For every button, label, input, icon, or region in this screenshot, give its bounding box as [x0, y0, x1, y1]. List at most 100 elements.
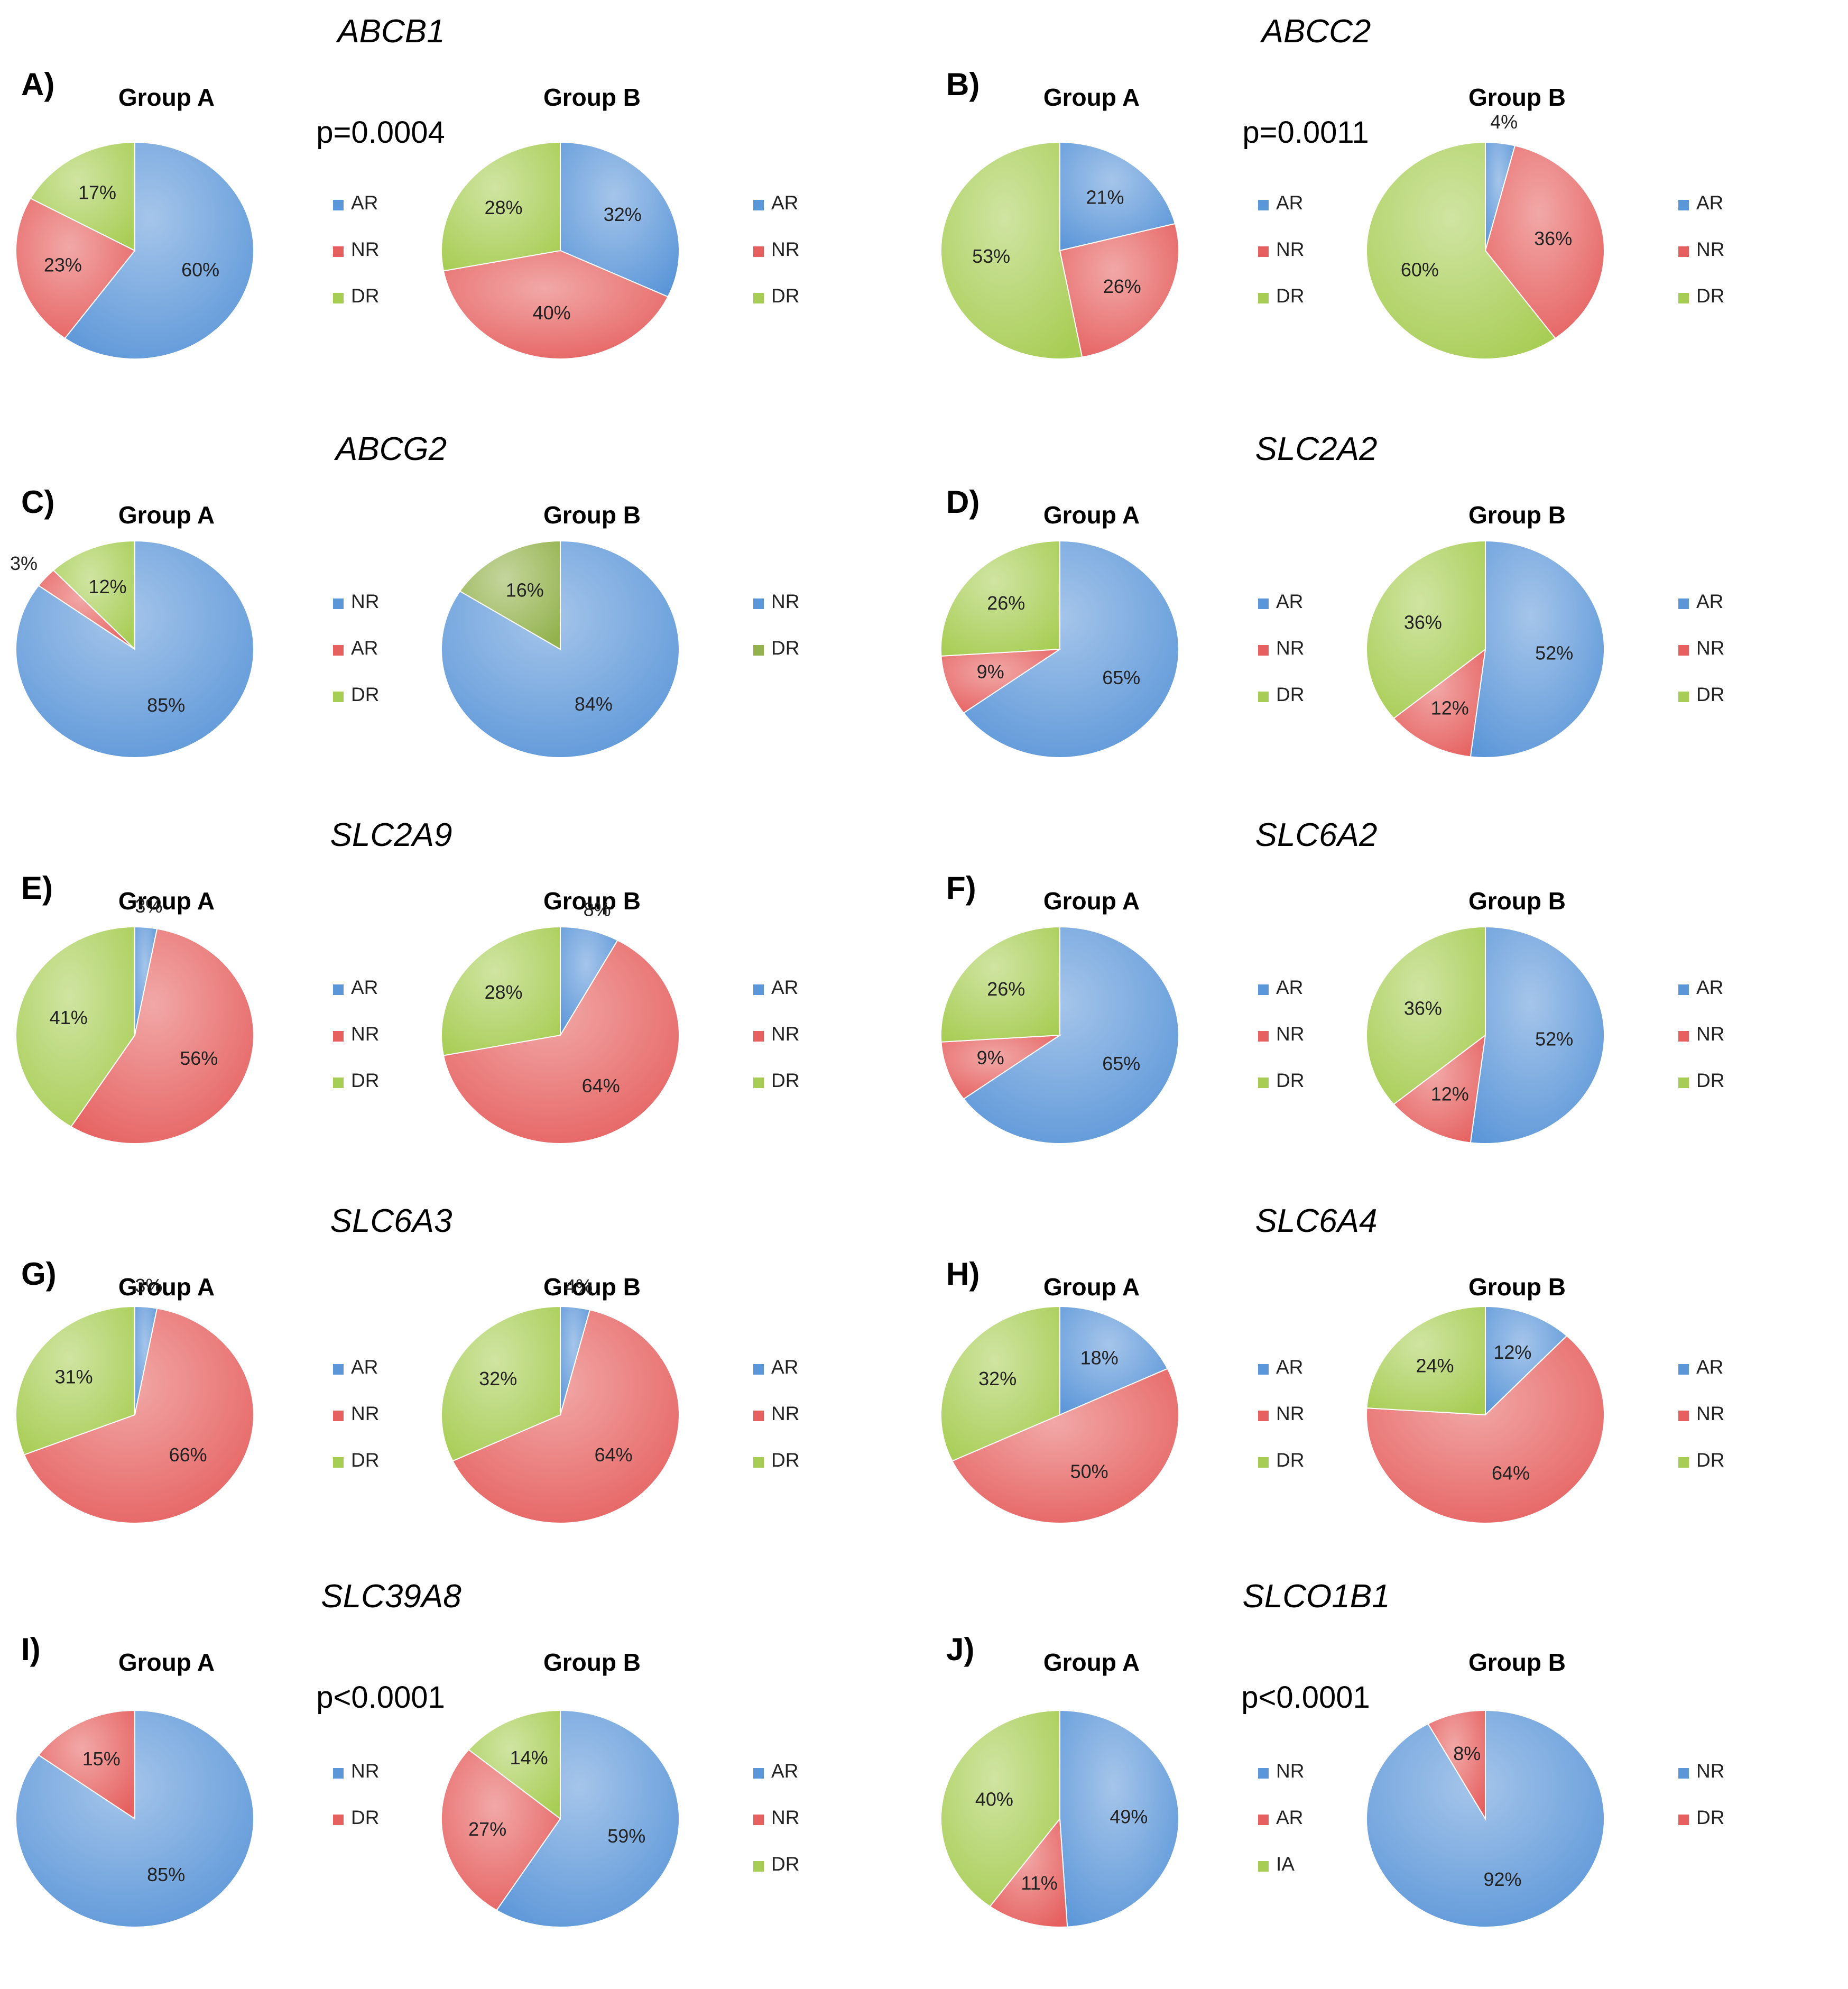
pie-chart-group-a: Group A 65% 9% 26% AR NR DR [940, 501, 1304, 758]
group-title: Group A [118, 887, 215, 915]
group-title: Group A [118, 1273, 215, 1301]
legend-swatch-dr [753, 1861, 764, 1872]
pie-slice-nr [940, 1034, 1062, 1100]
legend-swatch-nr [753, 1815, 764, 1825]
legend-swatch-ar [333, 200, 344, 210]
pie-slice-dr [441, 1305, 561, 1462]
slice-label: 66% [169, 1444, 207, 1466]
slice-label: 28% [484, 981, 522, 1003]
pie-slice-ar [963, 926, 1179, 1144]
legend-swatch-nr [1678, 246, 1689, 257]
legend-swatch-ar [753, 1768, 764, 1779]
pie-slice-nr [70, 928, 254, 1144]
legend-label-ar: AR [351, 637, 378, 659]
legend-label-dr: DR [1276, 285, 1304, 307]
legend-label-dr: DR [351, 684, 379, 705]
panel-letter: A) [21, 67, 54, 102]
panel-letter: B) [946, 67, 980, 102]
pie-slice-dr [1427, 1709, 1486, 1821]
group-title: Group B [1468, 501, 1566, 529]
legend-swatch-dr [753, 1457, 764, 1468]
legend-label-ar: AR [1276, 977, 1303, 998]
pie-slice-nr [1059, 223, 1179, 358]
legend-label-ar: AR [351, 1356, 378, 1378]
pie-slice-ar [1470, 926, 1605, 1144]
pie-slice-dr [15, 1305, 135, 1456]
slice-label: 4% [565, 1275, 593, 1297]
slice-label: 64% [595, 1444, 633, 1466]
legend-swatch-dr [333, 293, 344, 303]
pie-slice-nr [442, 940, 680, 1145]
legend-label-dr: DR [771, 1853, 799, 1875]
legend-label-nr: NR [1276, 1023, 1304, 1045]
slice-label: 65% [1102, 667, 1140, 688]
slice-label: 59% [607, 1825, 645, 1847]
legend-label-ar: AR [1276, 1356, 1303, 1378]
pie-slice-dr [1366, 141, 1556, 360]
legend-swatch-dr [1258, 1078, 1269, 1088]
legend-swatch-nr [1678, 1411, 1689, 1421]
group-title: Group B [1468, 887, 1566, 915]
legend-swatch-nr [1258, 246, 1269, 257]
legend-swatch-dr [333, 1457, 344, 1468]
pie-slice-ar [495, 1709, 680, 1928]
legend-swatch-dr [1678, 293, 1689, 303]
legend-swatch-nr [753, 598, 764, 609]
group-title: Group A [1043, 501, 1140, 529]
panel-slc6a3: SLC6A3 G) Group A3% 66% 31% AR NR DR Group B4% 64… [15, 1203, 799, 1524]
gene-title: SLC2A9 [330, 817, 452, 853]
pie-slice-nr [1484, 145, 1605, 339]
legend-swatch-ar [1258, 1364, 1269, 1375]
legend-swatch-nr [1678, 1031, 1689, 1042]
legend-swatch-nr [333, 598, 344, 609]
legend-label-nr: NR [1276, 1760, 1304, 1782]
slice-label: 64% [582, 1075, 620, 1097]
pie-chart-group-a: Group A 49% 11% 40% NR AR IA [940, 1649, 1304, 1928]
pie-slice-dr [38, 1709, 135, 1820]
legend-label-dr: DR [351, 1449, 379, 1471]
pie-chart-group-a: Group A 21% 26% 53% AR NR DR [940, 84, 1304, 360]
panel-slc6a4: SLC6A4 H) Group A 18% 50% 32% AR NR DR Group B 12%… [940, 1203, 1724, 1524]
legend-label-ar: AR [771, 1356, 798, 1378]
pie-slice-dr [940, 141, 1083, 360]
pie-slice-dr [30, 141, 135, 252]
pie-chart-group-a: Group A 85% 15% NR DR [15, 1649, 379, 1928]
slice-label: 36% [1404, 997, 1442, 1019]
slice-label: 9% [977, 661, 1004, 683]
pie-slice-nr [940, 648, 1062, 714]
group-title: Group A [118, 1649, 215, 1676]
legend-label-nr: NR [1696, 637, 1724, 659]
legend-label-dr: DR [771, 285, 799, 307]
pie-slice-nr [452, 1309, 680, 1524]
pie-chart-group-b: Group B 92% 8% NR DR [1366, 1649, 1724, 1928]
pie-slice-dr [1366, 540, 1486, 720]
slice-label: 15% [82, 1748, 121, 1770]
legend-swatch-nr [1678, 1768, 1689, 1779]
slice-label: 26% [987, 592, 1025, 614]
gene-title: SLC6A2 [1255, 817, 1378, 853]
legend-swatch-nr [753, 1031, 764, 1042]
slice-label: 12% [1431, 697, 1469, 719]
slice-label: 12% [89, 576, 127, 597]
legend-label-ar: AR [771, 192, 798, 214]
slice-label: 49% [1110, 1806, 1148, 1827]
slice-label: 85% [147, 1864, 185, 1885]
group-title: Group A [1043, 1273, 1140, 1301]
legend-swatch-dr [753, 293, 764, 303]
legend-label-dr: DR [351, 1070, 379, 1091]
gene-title: ABCB1 [335, 13, 445, 50]
slice-label: 3% [135, 1275, 162, 1296]
legend-swatch-ar [333, 645, 344, 656]
pie-slice-nr [951, 1368, 1180, 1524]
p-value: p=0.0004 [316, 115, 445, 150]
group-title: Group B [543, 84, 641, 111]
pie-chart-group-b: Group B8% 64% 28% AR NR DR [441, 887, 799, 1145]
group-title: Group B [1468, 84, 1566, 111]
legend-label-dr: DR [1276, 1449, 1304, 1471]
slice-label: 11% [1021, 1872, 1057, 1894]
panel-letter: H) [946, 1256, 980, 1292]
gene-title: ABCC2 [1260, 13, 1371, 50]
